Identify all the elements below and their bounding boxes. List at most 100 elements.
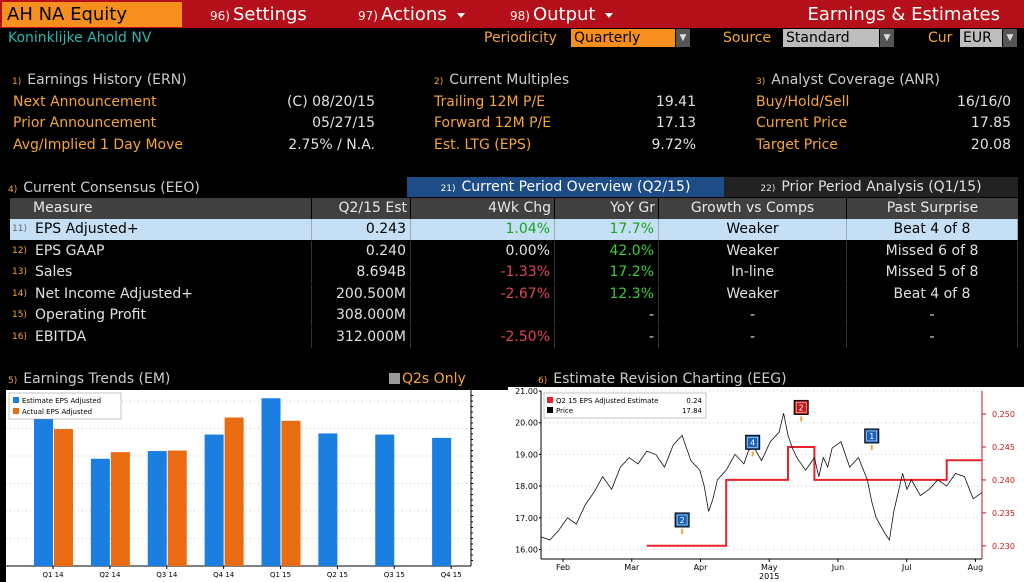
tab-current-period[interactable]: 21) Current Period Overview (Q2/15) [407,177,724,197]
x-tick-label: Feb [556,563,570,572]
row-number: 12) [12,245,27,256]
legend-label: Estimate EPS Adjusted [22,397,101,405]
revision-marker [745,434,761,450]
cell-measure: EBITDA [25,326,312,348]
q2s-only-toggle[interactable]: Q2s Only [389,371,466,387]
table-row[interactable]: 14) Net Income Adjusted+ 200.500M -2.67% 12.… [10,283,1018,305]
revision-marker [793,399,809,415]
actions-menu[interactable]: 97) Actions [358,2,465,27]
cell-yoy: - [555,305,659,326]
bar-estimate [147,451,167,566]
target-price-label: Target Price [756,137,838,153]
currency-dropdown-icon[interactable]: ▼ [1003,29,1017,47]
source-select[interactable]: Standard [783,29,879,47]
cell-chg [411,305,555,326]
price-line [540,413,983,542]
cell-est: 308.000M [312,305,411,326]
output-menu[interactable]: 98) Output [510,2,614,27]
cell-chg: -2.67% [411,283,555,305]
header-estimate[interactable]: Q2/15 Est [312,198,411,219]
bar-estimate [34,418,53,566]
table-row[interactable]: 13) Sales 8.694B -1.33% 17.2% In-line Missed 5… [10,262,1018,283]
table-row[interactable]: 11) EPS Adjusted+ 0.243 1.04% 17.7% Weaker Bea… [10,219,1018,240]
row-number: 11) [12,224,27,234]
x-tick-label: Q3 15 [384,571,405,579]
section-num: 2) [434,77,444,87]
y-left-tick-label: 19.00 [515,450,538,459]
x-tick-label: Apr [694,563,709,572]
estimate-revision-chart: 21.00 20.00 19.00 18.00 17.00 16.00 0.250 0.245… [508,387,1024,582]
company-name: Koninklijke Ahold NV [8,30,152,46]
bar-actual [224,417,244,566]
currency-select[interactable]: EUR [960,29,1002,47]
header-growth-vs-comps[interactable]: Growth vs Comps [659,198,847,219]
cur-label: Cur [928,30,953,46]
cell-comps: Weaker [659,219,847,240]
table-row[interactable]: 12) EPS GAAP 0.240 0.00% 42.0% Weaker Missed 6… [10,240,1018,262]
cell-yoy: - [555,326,659,348]
periodicity-select[interactable]: Quarterly [571,29,675,47]
earnings-trends-title[interactable]: 5) Earnings Trends (EM) [8,371,170,387]
legend-box [543,392,707,419]
y-right-tick-label: 0.230 [992,542,1015,551]
cell-est: 200.500M [312,283,411,305]
consensus-title[interactable]: 4) Current Consensus (EEO) [8,180,200,196]
cell-est: 0.243 [312,219,411,240]
chart-legend: Q2 15 EPS Adjusted Estimate 0.24 Price 17.8… [543,392,707,419]
settings-menu[interactable]: 96) Settings [210,2,307,27]
marker-label: 2 [799,403,804,412]
bar-actual [54,429,73,566]
ticker-field[interactable]: AH NA Equity [2,2,182,27]
bar-actual [167,450,187,566]
analyst-coverage-title[interactable]: 3) Analyst Coverage (ANR) [756,72,940,88]
periodicity-dropdown-icon[interactable]: ▼ [676,29,690,47]
legend-value: 0.24 [686,397,702,405]
y-right-tick-label: 0.240 [992,476,1015,485]
cell-surprise: - [847,305,1018,326]
x-tick-label: Q2 15 [327,571,348,579]
bar-estimate [261,398,281,566]
cell-yoy: 17.7% [555,219,659,240]
cell-measure: Operating Profit [25,305,312,326]
cell-comps: - [659,326,847,348]
x-tick-label: Q1 14 [42,571,64,579]
bar-estimate [375,434,395,566]
header-measure[interactable]: Measure [25,198,312,219]
current-price-value: 17.85 [970,115,1011,131]
table-row[interactable]: 15) Operating Profit 308.000M - - - [10,305,1018,326]
legend-box [8,392,122,420]
x-year-label: 2015 [759,572,779,581]
section-num: 1) [12,77,22,87]
estimate-revision-title[interactable]: 6) Estimate Revision Charting (EEG) [538,371,787,387]
table-row[interactable]: 16) EBITDA 312.000M -2.50% - - - [10,326,1018,348]
header-4wk-chg[interactable]: 4Wk Chg [411,198,555,219]
checkbox-icon[interactable] [389,373,400,384]
ltg-value: 9.72% [651,137,696,153]
cell-yoy: 12.3% [555,283,659,305]
earnings-history-title[interactable]: 1) Earnings History (ERN) [12,72,187,88]
marker-label: 4 [750,438,755,447]
cell-yoy: 42.0% [555,240,659,262]
section-title-text: Current Multiples [449,72,570,88]
cell-est: 0.240 [312,240,411,262]
cell-chg: -1.33% [411,262,555,283]
legend-value: 17.84 [682,407,703,415]
buy-hold-sell-value: 16/16/0 [957,94,1011,110]
x-tick-label: Jun [831,563,845,572]
bar-estimate [204,434,224,566]
caret-down-icon [456,12,465,18]
y-left-tick-label: 20.00 [515,419,538,428]
legend-label: Q2 15 EPS Adjusted Estimate [556,397,658,405]
x-tick-label: Q4 14 [213,571,235,579]
section-num: 5) [8,376,18,386]
cell-measure: Net Income Adjusted+ [25,283,312,305]
tab-prior-period[interactable]: 22) Prior Period Analysis (Q1/15) [724,177,1018,197]
header-yoy-gr[interactable]: YoY Gr [555,198,659,219]
source-dropdown-icon[interactable]: ▼ [880,29,894,47]
forward-pe-value: 17.13 [655,115,696,131]
section-title-text: Current Consensus (EEO) [23,180,200,196]
row-number: 13) [12,267,27,277]
x-tick-label: Q4 15 [441,571,462,579]
header-past-surprise[interactable]: Past Surprise [847,198,1018,219]
